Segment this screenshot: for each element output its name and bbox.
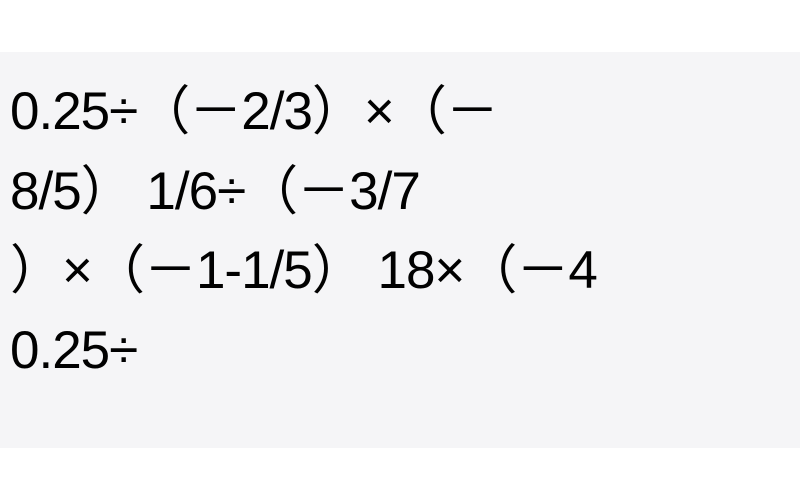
bottom-bar [0,448,800,500]
math-line-4: 0.25÷ [10,311,790,391]
text-area: 0.25÷（－2/3）×（－ 8/5） 1/6÷（－3/7 ）×（－1-1/5）… [0,52,800,390]
top-bar [0,0,800,52]
math-line-2: 8/5） 1/6÷（－3/7 [10,152,790,232]
math-problem-container: 0.25÷（－2/3）×（－ 8/5） 1/6÷（－3/7 ）×（－1-1/5）… [0,0,800,500]
math-line-3: ）×（－1-1/5） 18×（－4 [10,231,790,311]
math-line-1: 0.25÷（－2/3）×（－ [10,72,790,152]
